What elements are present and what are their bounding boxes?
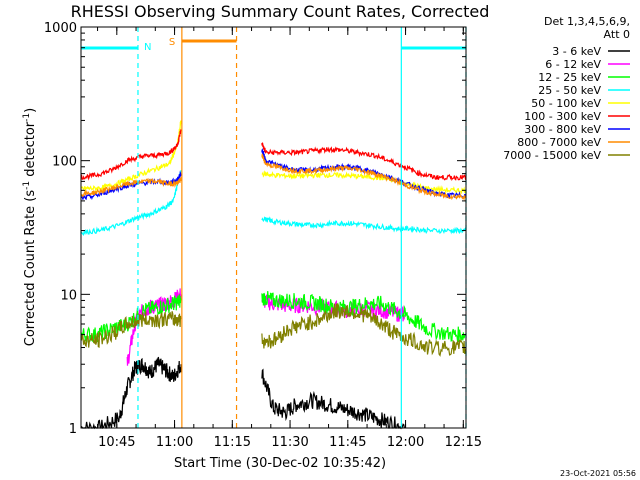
y-axis-label-part2: detector xyxy=(23,121,38,181)
series-line-9-seg-2 xyxy=(261,303,467,357)
series-line-4-seg-1 xyxy=(80,169,182,237)
series-line-1-seg-2 xyxy=(261,368,405,430)
legend-label-3: 12 - 25 keV xyxy=(538,71,601,84)
legend-label-2: 6 - 12 keV xyxy=(545,58,601,71)
series-line-5-seg-1 xyxy=(80,120,182,193)
legend-label-8: 800 - 7000 keV xyxy=(517,136,601,149)
saa-marker-label: S xyxy=(169,37,175,48)
x-tick-label-1: 10:45 xyxy=(98,435,135,450)
x-tick-label-3: 11:15 xyxy=(214,435,251,450)
plot-frame xyxy=(80,26,467,429)
x-axis-label: Start Time (30-Dec-02 10:35:42) xyxy=(174,456,386,471)
y-tick-label-2: 10 xyxy=(60,288,77,303)
legend-header-line2: Att 0 xyxy=(604,28,630,41)
date-stamp: 23-Oct-2021 05:56 xyxy=(560,469,636,478)
legend-label-4: 25 - 50 keV xyxy=(538,84,601,97)
chart-title: RHESSI Observing Summary Count Rates, Co… xyxy=(71,2,490,21)
y-tick-label-1: 1 xyxy=(69,422,77,437)
x-tick-label-5: 11:45 xyxy=(329,435,366,450)
x-tick-label-4: 11:30 xyxy=(271,435,308,450)
axes: 1 10 100 1000 10:45 11:00 11:15 11:30 11:45 12:00… xyxy=(44,21,482,450)
series-line-6-seg-1 xyxy=(80,129,182,181)
x-tick-label-7: 12:15 xyxy=(445,435,482,450)
legend-label-6: 100 - 300 keV xyxy=(524,110,601,123)
y-axis-label-sup1: -1 xyxy=(22,181,32,190)
legend-label-7: 300 - 800 keV xyxy=(524,123,601,136)
y-axis-label-sup2: -1 xyxy=(22,113,32,122)
x-tick-label-6: 12:00 xyxy=(387,435,424,450)
series-line-1-seg-1 xyxy=(80,356,182,430)
series-line-9-seg-1 xyxy=(80,311,182,349)
y-tick-label-4: 1000 xyxy=(44,21,77,36)
y-axis-label-part1: Corrected Count Rate (s xyxy=(23,190,38,347)
legend-label-5: 50 - 100 keV xyxy=(531,97,601,110)
legend-header-line1: Det 1,3,4,5,6,9, xyxy=(544,15,630,28)
legend-label-1: 3 - 6 keV xyxy=(552,45,601,58)
series-line-8-seg-1 xyxy=(80,176,182,198)
series-line-6-seg-2 xyxy=(261,141,467,182)
series-line-4-seg-2 xyxy=(261,216,467,235)
legend-label-9: 7000 - 15000 keV xyxy=(503,149,601,162)
series-line-3-seg-2 xyxy=(261,291,467,343)
y-tick-label-3: 100 xyxy=(52,155,77,170)
x-tick-label-2: 11:00 xyxy=(156,435,193,450)
series-line-7-seg-2 xyxy=(261,147,467,199)
y-axis-label-part3: ) xyxy=(23,108,38,113)
y-axis-label: Corrected Count Rate (s-1 detector-1) xyxy=(22,108,38,346)
series-line-8-seg-2 xyxy=(261,153,467,201)
night-marker-label: N xyxy=(144,42,151,53)
